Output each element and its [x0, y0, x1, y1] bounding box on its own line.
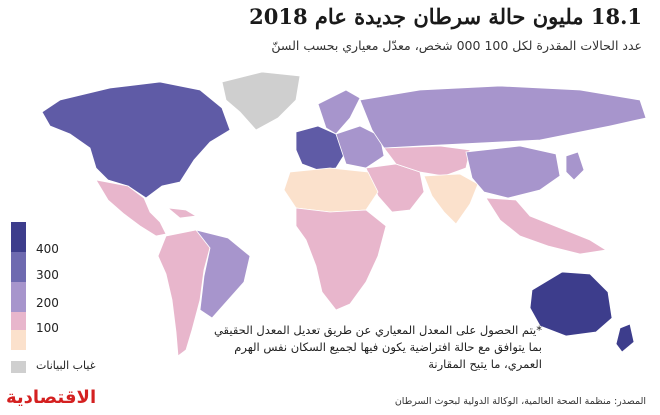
- region-brazil: [194, 229, 251, 319]
- region-new-zealand: [615, 323, 635, 353]
- publisher-logo: الاقتصادية: [6, 387, 97, 408]
- region-sub-saharan-africa: [295, 207, 387, 311]
- region-china: [465, 145, 561, 199]
- region-japan-korea: [565, 151, 585, 181]
- region-north-america: [41, 81, 231, 199]
- footnote: *يتم الحصول على المعدل المعياري عن طريق …: [213, 323, 542, 371]
- region-central-asia: [383, 145, 471, 177]
- legend-label-200: 200: [36, 296, 59, 310]
- region-south-asia: [423, 173, 479, 225]
- map-subtitle: عدد الحالات المقدرة لكل 100 000 شخص، معد…: [271, 38, 642, 53]
- legend-label-400: 400: [36, 242, 59, 256]
- region-western-europe: [295, 125, 347, 171]
- legend-label-100: 100: [36, 321, 59, 335]
- legend-swatch: [11, 222, 26, 252]
- region-southeast-asia: [485, 197, 608, 255]
- legend-swatch: [11, 330, 26, 350]
- region-scandinavia: [317, 89, 361, 135]
- legend-nodata-swatch: [11, 361, 26, 373]
- region-australia: [529, 271, 613, 337]
- legend-swatch: [11, 252, 26, 282]
- legend-label-300: 300: [36, 268, 59, 282]
- region-eastern-europe: [335, 125, 385, 169]
- region-mexico-central-america: [95, 179, 167, 237]
- legend-swatch: [11, 282, 26, 312]
- region-caribbean: [166, 207, 198, 219]
- source-credit: المصدر: منظمة الصحة العالمية، الوكالة ال…: [394, 396, 646, 407]
- region-north-africa: [283, 167, 379, 213]
- region-greenland: [221, 71, 301, 131]
- legend-nodata-label: غياب البيانات: [36, 359, 96, 372]
- world-map: [41, 71, 647, 357]
- map-title: 18.1 مليون حالة سرطان جديدة عام 2018: [249, 4, 642, 29]
- region-russia: [359, 85, 647, 149]
